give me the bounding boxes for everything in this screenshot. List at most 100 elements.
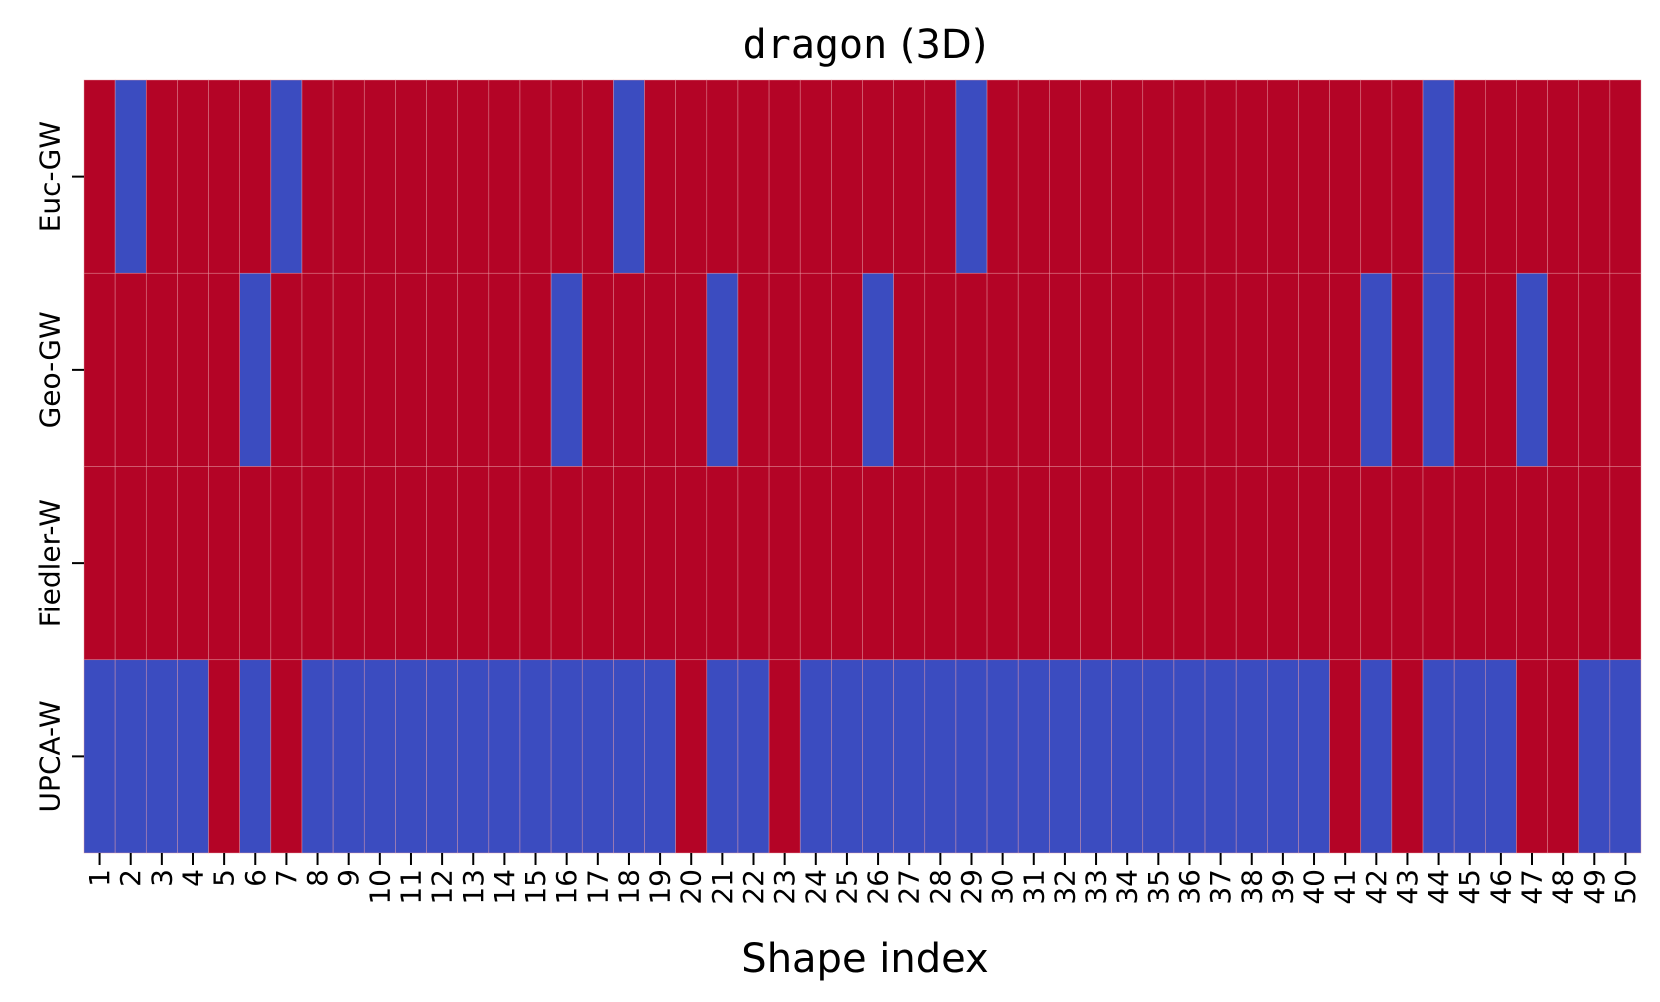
heatmap-cell — [1453, 659, 1486, 854]
x-tick-label: 6 — [239, 869, 272, 887]
heatmap-cell — [1173, 659, 1206, 854]
heatmap-cell — [457, 272, 490, 467]
heatmap-cell — [1173, 466, 1206, 661]
heatmap-cell — [799, 79, 832, 274]
heatmap-cell — [177, 79, 209, 274]
x-tick-label: 46 — [1484, 869, 1517, 905]
heatmap-cell — [924, 466, 957, 661]
heatmap-cell — [675, 272, 708, 467]
heatmap-cell — [644, 79, 676, 274]
heatmap-cell — [426, 79, 458, 274]
x-tick-label: 34 — [1111, 869, 1144, 905]
heatmap-cell — [1204, 272, 1237, 467]
heatmap-cell — [1391, 466, 1424, 661]
heatmap-cell — [145, 659, 178, 854]
heatmap-cell — [177, 466, 209, 661]
heatmap-cell — [955, 272, 988, 467]
heatmap-cell — [675, 79, 708, 274]
x-tick-label: 13 — [457, 869, 490, 905]
heatmap-cell — [332, 659, 365, 854]
x-tick-label: 1 — [83, 869, 116, 887]
x-tick-label: 29 — [955, 869, 988, 905]
heatmap-cell — [395, 272, 427, 467]
heatmap-cell — [986, 659, 1019, 854]
heatmap-cell — [1080, 659, 1112, 854]
heatmap-cell — [1049, 466, 1081, 661]
heatmap-cell — [893, 659, 926, 854]
heatmap-cell — [1049, 659, 1081, 854]
x-tick-label: 7 — [270, 869, 303, 887]
heatmap-cell — [1235, 659, 1268, 854]
heatmap-cell — [114, 272, 147, 467]
heatmap-cell — [706, 659, 739, 854]
heatmap-cell — [1142, 659, 1175, 854]
heatmap-cell — [395, 79, 427, 274]
heatmap-cell — [799, 272, 832, 467]
x-tick-label: 49 — [1578, 869, 1611, 905]
heatmap-cell — [1329, 272, 1362, 467]
heatmap-cell — [519, 659, 552, 854]
heatmap-cell — [83, 466, 116, 661]
heatmap-cell — [1360, 659, 1393, 854]
heatmap-cell — [799, 659, 832, 854]
heatmap-cell — [270, 659, 303, 854]
heatmap-cell — [1578, 659, 1611, 854]
heatmap-cell — [239, 272, 272, 467]
heatmap-cell — [1516, 79, 1548, 274]
heatmap-cell — [332, 79, 365, 274]
heatmap-cell — [1204, 659, 1237, 854]
heatmap-cell — [550, 659, 583, 854]
x-tick-label: 11 — [394, 869, 427, 905]
heatmap-cell — [1329, 79, 1362, 274]
x-tick-label: 26 — [862, 869, 895, 905]
heatmap-cell — [1360, 466, 1393, 661]
heatmap-cell — [1609, 79, 1642, 274]
heatmap-cell — [893, 272, 926, 467]
x-tick-label: 8 — [301, 869, 334, 887]
x-tick-label: 23 — [768, 869, 801, 905]
heatmap-cell — [644, 272, 676, 467]
heatmap-cell — [550, 79, 583, 274]
heatmap-cell — [986, 79, 1019, 274]
heatmap-cell — [519, 466, 552, 661]
heatmap-cell — [581, 466, 614, 661]
heatmap-cell — [768, 466, 801, 661]
y-tick-marks — [72, 175, 84, 758]
heatmap-cell — [924, 659, 957, 854]
heatmap-cell — [1453, 79, 1486, 274]
heatmap-cell — [550, 272, 583, 467]
heatmap-cell — [1235, 466, 1268, 661]
x-tick-label: 28 — [924, 869, 957, 905]
chart-title: dragon (3D) — [743, 22, 988, 68]
heatmap-cell — [208, 466, 240, 661]
heatmap-cell — [395, 466, 427, 661]
heatmap-cell — [519, 79, 552, 274]
x-tick-label: 3 — [145, 869, 178, 887]
heatmap-cell — [644, 466, 676, 661]
x-tick-label: 5 — [208, 869, 241, 887]
heatmap-cell — [1142, 79, 1175, 274]
heatmap-cell — [1516, 466, 1548, 661]
x-tick-label: 22 — [737, 869, 770, 905]
heatmap-cell — [737, 659, 770, 854]
heatmap-cell — [550, 466, 583, 661]
x-tick-marks — [98, 853, 1627, 865]
heatmap-cell — [581, 659, 614, 854]
heatmap-cell — [1609, 659, 1642, 854]
heatmap-cell — [145, 272, 178, 467]
heatmap-cell — [986, 466, 1019, 661]
heatmap-cell — [613, 272, 645, 467]
heatmap-cell — [768, 272, 801, 467]
y-tick-label: UPCA-W — [34, 700, 67, 812]
x-tick-label: 35 — [1142, 869, 1175, 905]
heatmap-cell — [831, 659, 863, 854]
heatmap-cell — [177, 659, 209, 854]
y-tick-labels: Euc-GW Geo-GW Fiedler-W UPCA-W — [34, 121, 67, 812]
heatmap-cell — [1578, 466, 1611, 661]
heatmap-cell — [737, 79, 770, 274]
heatmap-cell — [270, 466, 303, 661]
heatmap-cell — [114, 79, 147, 274]
x-tick-label: 27 — [893, 869, 926, 905]
heatmap-cell — [426, 659, 458, 854]
heatmap-cell — [1485, 659, 1517, 854]
